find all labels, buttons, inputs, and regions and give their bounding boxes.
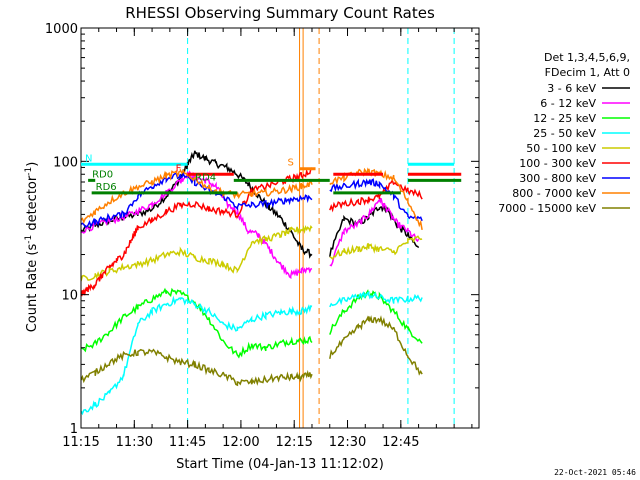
series-line-8	[81, 348, 313, 387]
x-tick-label: 12:15	[275, 435, 312, 450]
legend-header-2: FDecim 1, Att 0	[545, 66, 630, 79]
series-line-8	[329, 315, 423, 376]
series-line-6	[81, 172, 313, 229]
legend-entry-label: 12 - 25 keV	[533, 112, 596, 125]
series-line-0	[329, 202, 420, 257]
series-line-1	[329, 197, 420, 267]
legend-entry-label: 25 - 50 keV	[533, 127, 596, 140]
y-axis-label-main: Count Rate (s	[25, 244, 40, 333]
y-axis-label-rest: detector	[25, 175, 40, 235]
flag-label: N	[85, 153, 92, 164]
x-tick-label: 11:15	[62, 435, 99, 450]
svg-text:Count Rate (s-1 detector-1): Count Rate (s-1 detector-1)	[24, 162, 40, 333]
legend-entry-label: 800 - 7000 keV	[512, 187, 596, 200]
y-tick-label: 1000	[45, 22, 78, 37]
series-line-5	[329, 178, 423, 213]
legend-entry-label: 6 - 12 keV	[540, 97, 596, 110]
flag-label: RD4	[195, 173, 216, 184]
flag-bars: N S F RD0 RD4 RD6	[81, 153, 462, 195]
y-axis-label: Count Rate (s-1 detector-1)	[24, 162, 40, 333]
chart-title: RHESSI Observing Summary Count Rates	[125, 4, 435, 22]
flag-label: F	[176, 163, 182, 174]
legend-header-1: Det 1,3,4,5,6,9,	[544, 51, 630, 64]
x-axis: 11:15 11:30 11:45 12:00 12:15 12:30 12:45	[62, 28, 473, 450]
series-line-3	[329, 290, 423, 308]
y-tick-label: 10	[61, 289, 78, 304]
y-axis-label-sup2: -1	[24, 167, 34, 176]
y-tick-label: 1	[70, 422, 78, 437]
x-tick-label: 12:30	[329, 435, 366, 450]
date-stamp: 22-Oct-2021 05:46	[554, 468, 636, 477]
legend-entry-label: 50 - 100 keV	[526, 142, 596, 155]
series-line-1	[81, 170, 313, 279]
flag-label: RD0	[92, 169, 113, 180]
legend-entry-label: 100 - 300 keV	[519, 157, 596, 170]
series-line-3	[81, 295, 313, 416]
y-tick-label: 100	[53, 155, 78, 170]
flag-label: RD6	[96, 182, 117, 193]
y-axis-label-sup: -1	[24, 235, 34, 244]
series-line-4	[329, 235, 423, 261]
legend-entry-label: 7000 - 15000 keV	[498, 202, 596, 215]
x-tick-label: 11:30	[116, 435, 153, 450]
series-line-2	[329, 289, 423, 344]
y-axis-label-end: )	[25, 162, 40, 167]
legend-entry-label: 3 - 6 keV	[547, 82, 596, 95]
series-line-6	[329, 178, 423, 222]
x-tick-label: 12:45	[382, 435, 419, 450]
plot-frame	[80, 27, 480, 429]
x-tick-label: 11:45	[169, 435, 206, 450]
series-line-7	[329, 167, 423, 231]
legend: Det 1,3,4,5,6,9, FDecim 1, Att 0 3 - 6 k…	[498, 51, 630, 215]
flag-label: S	[288, 158, 294, 169]
legend-entry-label: 300 - 800 keV	[519, 172, 596, 185]
x-tick-label: 12:00	[222, 435, 259, 450]
x-axis-label: Start Time (04-Jan-13 11:12:02)	[176, 457, 384, 472]
series-line-4	[81, 224, 313, 282]
